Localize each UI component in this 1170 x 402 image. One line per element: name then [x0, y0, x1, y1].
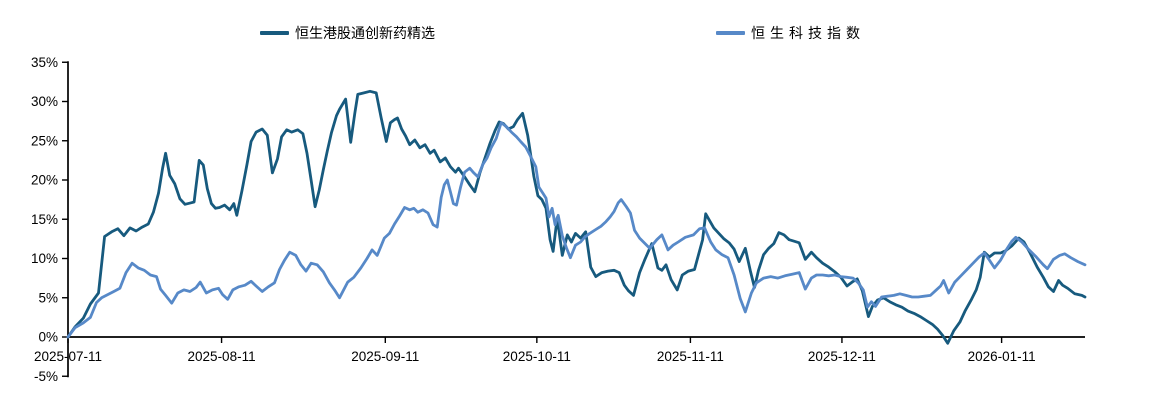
y-tick-label: 10%	[31, 251, 58, 266]
x-tick-label: 2025-11-11	[657, 349, 724, 364]
legend-line-swatch	[716, 31, 745, 35]
x-tick-label: 2025-12-11	[808, 349, 876, 364]
y-tick-label: 20%	[31, 173, 58, 188]
y-tick-label: 5%	[38, 290, 58, 305]
x-tick-label: 2025-08-11	[188, 349, 256, 364]
legend-item-tech-index: 恒生科技指数	[716, 25, 865, 41]
legend-line-swatch	[260, 31, 289, 35]
y-tick-label: 15%	[31, 212, 58, 227]
series-line-0	[66, 89, 1087, 345]
legend-label: 恒生港股通创新药精选	[295, 25, 435, 41]
y-tick-label: 35%	[31, 55, 58, 70]
y-tick-label: 0%	[38, 330, 58, 345]
y-tick-label: 30%	[31, 94, 58, 109]
x-tick-label: 2025-10-11	[503, 349, 571, 364]
x-tick-label: 2025-09-11	[351, 349, 419, 364]
x-tick-label: 2026-01-11	[968, 349, 1036, 364]
legend-label: 恒生科技指数	[751, 25, 865, 41]
x-tick-label: 2025-07-11	[34, 349, 102, 364]
y-tick-label: 25%	[31, 133, 58, 148]
y-tick-label: -5%	[34, 369, 58, 384]
series-line-1	[66, 121, 1087, 339]
legend-item-innovative-drug: 恒生港股通创新药精选	[260, 25, 435, 41]
